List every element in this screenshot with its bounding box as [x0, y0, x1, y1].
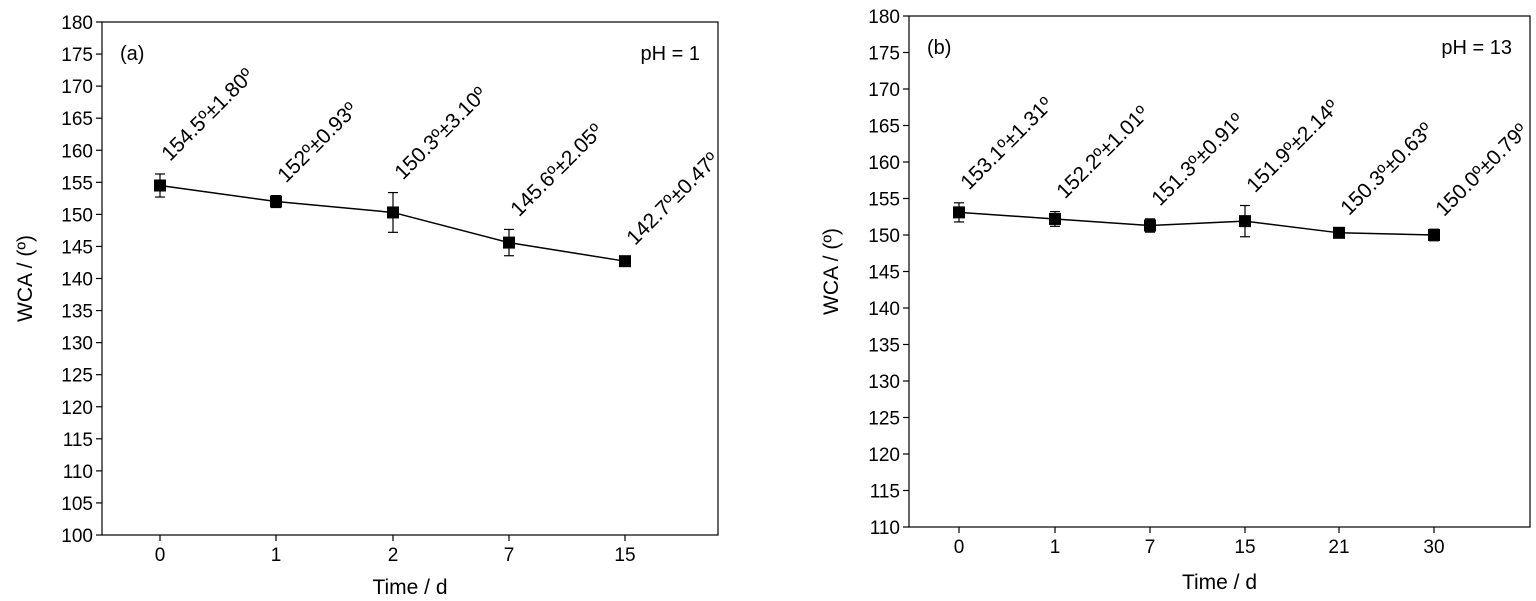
- y-axis-title: WCA / (º): [820, 228, 843, 315]
- data-label: 145.6º±2.05º: [506, 119, 608, 221]
- data-label: 142.7º±0.47º: [622, 148, 724, 250]
- y-tick-label: 115: [63, 430, 93, 451]
- panel-label: (b): [927, 37, 951, 59]
- y-tick-label: 150: [868, 226, 900, 247]
- data-point: [387, 206, 399, 219]
- y-tick-label: 170: [61, 77, 93, 98]
- data-label: 153.1º±1.31º: [956, 93, 1058, 195]
- chart-panel-b: 1101151201251301351401451501551601651701…: [820, 7, 1533, 594]
- x-tick-label: 21: [1328, 537, 1349, 558]
- data-point: [270, 195, 282, 208]
- x-tick-label: 0: [954, 537, 965, 558]
- y-tick-label: 155: [61, 173, 93, 194]
- data-label: 152º±0.93º: [273, 98, 362, 187]
- data-label: 154.5º±1.80º: [157, 64, 259, 166]
- y-tick-label: 160: [61, 141, 93, 162]
- plot-frame: [908, 15, 1531, 528]
- y-tick-label: 115: [870, 482, 900, 503]
- data-point: [953, 206, 965, 219]
- y-tick-label: 145: [61, 237, 93, 258]
- y-tick-label: 175: [61, 45, 93, 66]
- y-tick-label: 140: [61, 270, 93, 291]
- x-tick-label: 1: [271, 545, 282, 566]
- x-tick-label: 30: [1423, 537, 1444, 558]
- y-tick-label: 110: [63, 462, 93, 483]
- panel-label: (a): [120, 43, 144, 65]
- data-point: [1144, 219, 1156, 232]
- data-label: 152.2º±1.01º: [1052, 102, 1154, 204]
- x-tick-label: 15: [1234, 537, 1255, 558]
- x-tick-label: 7: [1145, 537, 1156, 558]
- data-point: [619, 255, 631, 268]
- data-point: [1049, 212, 1061, 225]
- data-point: [1428, 229, 1440, 241]
- data-label: 150.3º±3.10º: [390, 83, 492, 185]
- y-tick-label: 125: [868, 409, 900, 430]
- x-axis-title: Time / d: [1182, 571, 1257, 594]
- y-tick-label: 155: [868, 190, 900, 211]
- data-point: [1239, 215, 1251, 228]
- x-tick-label: 1: [1050, 537, 1061, 558]
- y-tick-label: 120: [61, 398, 93, 419]
- y-tick-label: 130: [61, 334, 93, 355]
- data-label: 150.0º±0.79º: [1431, 119, 1533, 221]
- data-point: [1333, 226, 1345, 239]
- y-tick-label: 140: [868, 299, 900, 320]
- data-label: 150.3º±0.63º: [1336, 118, 1438, 220]
- x-axis-title: Time / d: [372, 576, 447, 599]
- y-tick-label: 160: [868, 153, 900, 174]
- x-tick-label: 0: [155, 545, 166, 566]
- y-axis-title: WCA / (º): [14, 235, 37, 322]
- ph-annotation: pH = 13: [1441, 37, 1512, 59]
- y-tick-label: 180: [61, 13, 93, 34]
- y-tick-label: 100: [61, 526, 93, 547]
- y-tick-label: 130: [868, 372, 900, 393]
- y-tick-label: 120: [868, 445, 900, 466]
- ph-annotation: pH = 1: [641, 43, 700, 65]
- y-tick-label: 135: [868, 336, 900, 357]
- y-tick-label: 125: [61, 366, 93, 387]
- y-tick-label: 150: [61, 205, 93, 226]
- y-tick-label: 110: [870, 518, 900, 539]
- y-tick-label: 135: [61, 302, 93, 323]
- y-tick-label: 170: [868, 80, 900, 101]
- chart-panel-a: 1001051101151201251301351401451501551601…: [14, 13, 724, 599]
- data-point: [503, 236, 515, 249]
- y-tick-label: 105: [61, 494, 93, 515]
- x-tick-label: 7: [504, 545, 515, 566]
- x-tick-label: 2: [388, 545, 399, 566]
- y-tick-label: 145: [868, 263, 900, 284]
- data-point: [154, 179, 166, 192]
- plot-frame: [101, 21, 719, 536]
- x-tick-label: 15: [614, 545, 635, 566]
- y-tick-label: 165: [868, 117, 900, 138]
- y-tick-label: 165: [61, 109, 93, 130]
- series-line: [958, 211, 1435, 236]
- y-tick-label: 180: [868, 7, 900, 28]
- data-label: 151.3º±0.91º: [1147, 109, 1249, 211]
- y-tick-label: 175: [868, 44, 900, 65]
- data-label: 151.9º±2.14º: [1242, 95, 1344, 197]
